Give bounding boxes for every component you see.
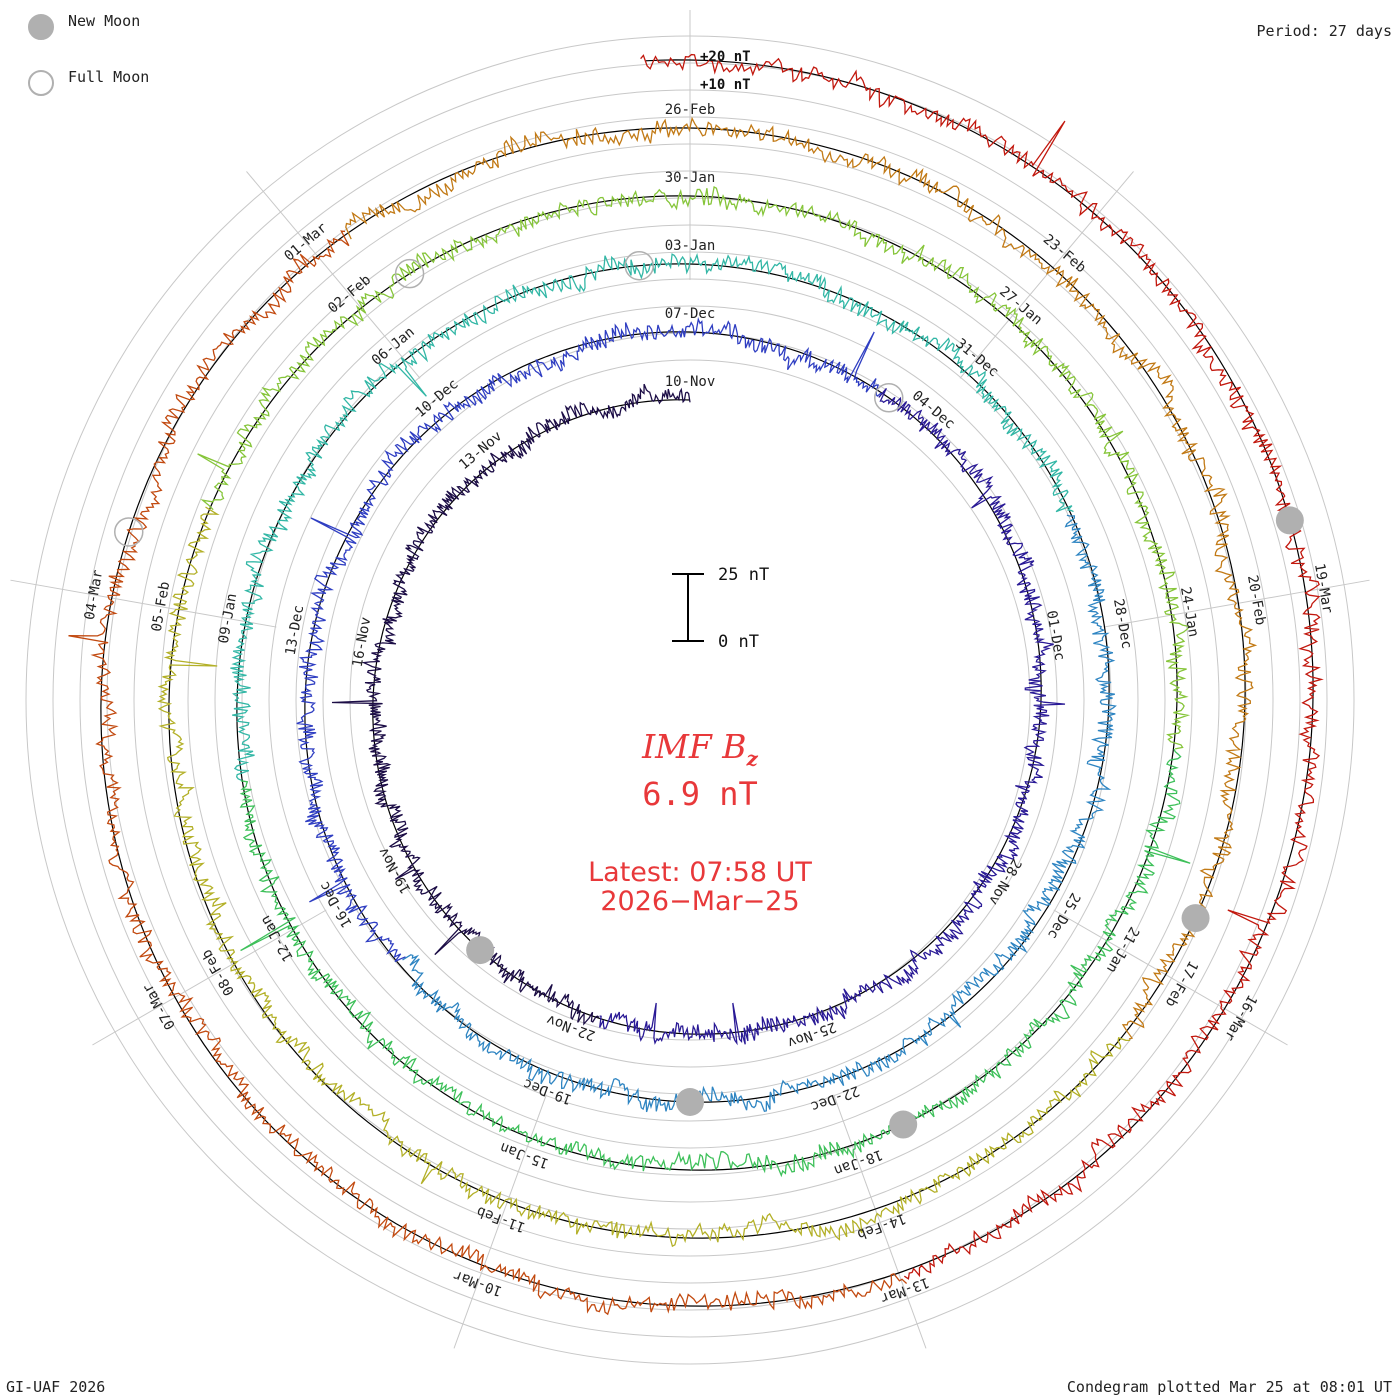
grid-spoke [10, 579, 277, 628]
legend-full-moon-label: Full Moon [68, 68, 150, 86]
grid-circle [214, 224, 1166, 1176]
grid-circle [349, 359, 1031, 1041]
scale-bar: 25 nT 0 nT [672, 565, 769, 652]
new-moon-marker [466, 936, 495, 965]
grid-spoke [959, 171, 1134, 379]
date-label: 22-Dec [808, 1082, 861, 1114]
bz-trace-segment [156, 506, 1131, 1248]
legend-new-moon: New Moon [28, 12, 141, 40]
date-label: 16-Nov [350, 616, 375, 669]
grid-spoke [453, 1094, 547, 1349]
scale-bar-bottom-label: 0 nT [718, 632, 759, 652]
date-label: 21-Jan [1103, 924, 1142, 976]
grid-circle [268, 278, 1112, 1122]
grid-spoke [92, 909, 327, 1046]
bz-trace-segment [345, 116, 1258, 1040]
bz-trace-segment [402, 514, 1117, 1113]
full-moon-marker [114, 517, 144, 547]
date-label: 24-Jan [1177, 586, 1202, 639]
bz-trace-segment [640, 53, 1324, 1280]
outer-scale-labels: +20 nT +10 nT [700, 49, 751, 93]
grid-circle [322, 332, 1058, 1068]
bz-trace-segment [68, 230, 908, 1316]
date-label: 13-Mar [878, 1274, 931, 1306]
zero-baseline-spiral [100, 59, 1314, 1307]
full-moon-marker [874, 383, 904, 413]
plotted-timestamp: Condegram plotted Mar 25 at 08:01 UT [1066, 1378, 1392, 1396]
outer-scale-label-20: +20 nT [700, 49, 751, 65]
latest-time: Latest: 07:58 UT [588, 857, 812, 888]
date-label: 28-Dec [1110, 598, 1135, 651]
new-moon-marker [1275, 506, 1304, 535]
period-label: Period: 27 days [1256, 22, 1392, 40]
latest-info: Latest: 07:58 UT 2026−Mar−25 [0, 858, 1400, 916]
new-moon-marker [676, 1088, 704, 1116]
trace-layer [68, 53, 1324, 1316]
new-moon-marker [889, 1110, 918, 1139]
grid-spoke [833, 1094, 927, 1349]
new-moon-icon [28, 14, 54, 40]
new-moon-marker [1181, 904, 1210, 933]
scale-bar-top-label: 25 nT [718, 565, 769, 585]
grid-spoke [1053, 909, 1288, 1046]
date-label: 23-Feb [1040, 231, 1089, 276]
date-label: 01-Dec [1043, 609, 1068, 662]
date-label: 10-Dec [413, 376, 462, 421]
latest-date: 2026−Mar−25 [600, 886, 800, 917]
date-label: 10-Nov [665, 374, 716, 390]
date-label: 13-Nov [456, 428, 505, 473]
date-label: 15-Jan [498, 1139, 551, 1171]
full-moon-marker [394, 258, 425, 289]
bz-trace-segment [296, 317, 882, 963]
bz-trace-segment [197, 186, 1191, 750]
chart-title: IMF Bz [0, 727, 1400, 771]
date-label: 06-Jan [369, 324, 418, 369]
legend-new-moon-label: New Moon [68, 12, 141, 30]
full-moon-marker [624, 250, 654, 281]
date-label: 16-Mar [1221, 992, 1260, 1044]
date-label: 26-Feb [665, 102, 716, 118]
date-label: 11-Feb [475, 1203, 528, 1235]
grid-circle [295, 305, 1085, 1095]
date-label: 19-Dec [521, 1075, 574, 1107]
date-label: 09-Jan [216, 592, 241, 645]
current-value: 6.9 nT [642, 775, 758, 813]
chart-title-subscript: z [746, 746, 758, 771]
chart-title-prefix: IMF B [642, 727, 747, 766]
bz-trace-segment [230, 252, 1074, 781]
date-label: 07-Dec [665, 306, 716, 322]
date-label: 20-Feb [1244, 574, 1269, 627]
bz-trace-segment [331, 383, 691, 1026]
date-label: 25-Nov [785, 1018, 838, 1050]
outer-scale-label-10: +10 nT [700, 77, 751, 93]
bz-trace-segment [239, 748, 1191, 1178]
grid-spoke [246, 171, 421, 379]
date-label: 30-Jan [665, 170, 716, 186]
credit-label: GI-UAF 2026 [6, 1378, 106, 1396]
legend-full-moon: Full Moon [28, 68, 150, 96]
date-label: 13-Dec [283, 604, 308, 657]
grid-layer [10, 10, 1370, 1365]
date-label: 03-Jan [665, 238, 716, 254]
full-moon-icon [28, 70, 54, 96]
bz-trace-segment [599, 387, 1066, 1046]
moon-marker-layer [114, 250, 1304, 1139]
date-label: 04-Mar [82, 569, 107, 622]
